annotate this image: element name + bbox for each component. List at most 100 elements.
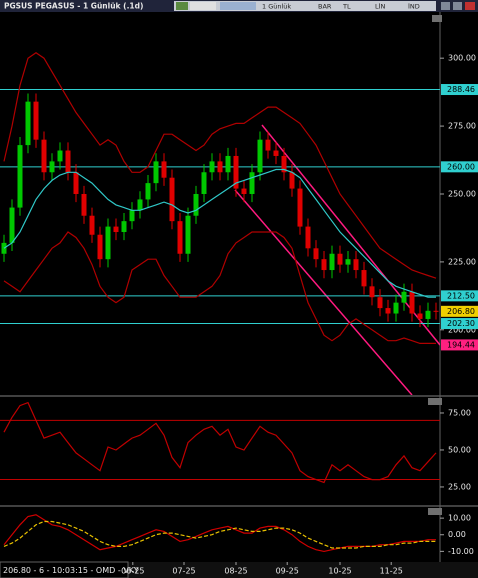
candle-body xyxy=(73,172,79,194)
candle-body xyxy=(249,172,255,194)
candle-body xyxy=(9,207,15,243)
candle-body xyxy=(193,193,199,216)
candle-body xyxy=(281,155,287,173)
candle-body xyxy=(57,150,63,162)
y-tick-label: 275.00 xyxy=(448,122,476,131)
window-title: PGSUS PEGASUS - 1 Günlük (.1d) xyxy=(4,2,143,11)
toolbar xyxy=(174,1,436,11)
candle-body xyxy=(385,308,391,314)
y-tick-label: 300.00 xyxy=(448,54,476,63)
candle-body xyxy=(33,101,39,140)
candle-body xyxy=(313,248,319,260)
candle-body xyxy=(105,226,111,260)
level-label: 288.46 xyxy=(447,85,475,94)
toolbar-item[interactable]: BAR xyxy=(318,3,332,11)
candle-body xyxy=(129,210,135,222)
level-label: 260.00 xyxy=(447,162,475,171)
candle-body xyxy=(297,188,303,227)
candle-body xyxy=(417,313,423,319)
candle-body xyxy=(49,161,55,173)
status-box xyxy=(0,561,129,578)
y-tick-label: 200.00 xyxy=(448,325,476,334)
candle-body xyxy=(289,172,295,189)
indicator-line xyxy=(3,514,436,553)
y-tick-label: 25.00 xyxy=(448,482,471,491)
candle-body xyxy=(233,155,239,189)
indicator-line xyxy=(3,231,436,344)
toolbar-item[interactable]: 1 Günlük xyxy=(262,3,291,11)
candle-body xyxy=(401,291,407,303)
x-tick-label: 10-25 xyxy=(328,567,351,576)
candle-body xyxy=(393,302,399,314)
price-marker-label: 194.44 xyxy=(447,340,475,349)
candle-body xyxy=(369,286,375,298)
x-tick-label: 07-25 xyxy=(172,567,195,576)
candle-body xyxy=(81,193,87,216)
indicator-line xyxy=(3,401,437,484)
candle-body xyxy=(329,253,335,271)
candle-body xyxy=(265,139,271,151)
candle-body xyxy=(121,221,127,233)
x-tick-label: 09-25 xyxy=(276,567,299,576)
candle-body xyxy=(433,310,439,312)
price-marker xyxy=(441,305,478,317)
tool-icon[interactable] xyxy=(176,2,188,10)
toolbar-item[interactable]: LİN xyxy=(375,2,386,11)
candle-body xyxy=(209,161,215,173)
candle-body xyxy=(113,226,119,233)
candle-body xyxy=(145,183,151,200)
candle-body xyxy=(41,139,47,173)
panel-button[interactable] xyxy=(432,15,442,22)
toolbar-item[interactable]: İND xyxy=(408,2,420,11)
candle-body xyxy=(337,253,343,265)
candle-body xyxy=(217,161,223,173)
price-marker-label: 206.80 xyxy=(447,307,475,316)
level-label-box xyxy=(441,318,478,330)
indicator-line xyxy=(3,520,436,549)
panel-button[interactable] xyxy=(428,508,442,515)
level-label: 202.30 xyxy=(447,319,475,328)
maximize-button[interactable] xyxy=(453,2,462,10)
candle-body xyxy=(361,270,367,287)
candle-body xyxy=(153,161,159,184)
price-marker xyxy=(441,339,478,351)
indicator-line xyxy=(3,51,437,279)
toolbar-item[interactable]: TL xyxy=(342,3,351,11)
candle-body xyxy=(353,259,359,271)
close-button[interactable] xyxy=(465,2,475,10)
status-text: 206.80 - 6 - 10:03:15 - OMD - VKY xyxy=(3,566,139,575)
candle-body xyxy=(97,234,103,260)
y-tick-label: 10.00 xyxy=(448,514,471,523)
trend-line xyxy=(234,189,413,395)
candle-body xyxy=(409,291,415,314)
candle-body xyxy=(345,259,351,265)
candle-body xyxy=(1,242,7,254)
y-tick-label: -10.00 xyxy=(448,547,474,556)
level-label-box xyxy=(441,84,478,96)
x-tick-label: 11-25 xyxy=(380,567,403,576)
candle-body xyxy=(161,161,167,178)
y-tick-label: 225.00 xyxy=(448,257,476,266)
tool-icon[interactable] xyxy=(220,2,256,10)
candle-body xyxy=(241,188,247,194)
tool-icon[interactable] xyxy=(190,2,216,10)
level-label-box xyxy=(441,290,478,302)
candle-body xyxy=(377,297,383,309)
y-tick-label: 50.00 xyxy=(448,445,471,454)
candle-body xyxy=(305,226,311,249)
level-label-box xyxy=(441,161,478,173)
candle-body xyxy=(65,150,71,173)
panel-button[interactable] xyxy=(428,398,442,405)
level-label: 212.50 xyxy=(447,291,475,300)
candle-body xyxy=(89,215,95,235)
candle-body xyxy=(17,145,23,208)
x-tick-label: 06-25 xyxy=(121,567,144,576)
x-tick-label: 08-25 xyxy=(224,567,247,576)
candle-body xyxy=(273,150,279,156)
indicator-line xyxy=(3,168,436,298)
candle-body xyxy=(201,172,207,194)
minimize-button[interactable] xyxy=(441,2,450,10)
candle-body xyxy=(225,155,231,173)
